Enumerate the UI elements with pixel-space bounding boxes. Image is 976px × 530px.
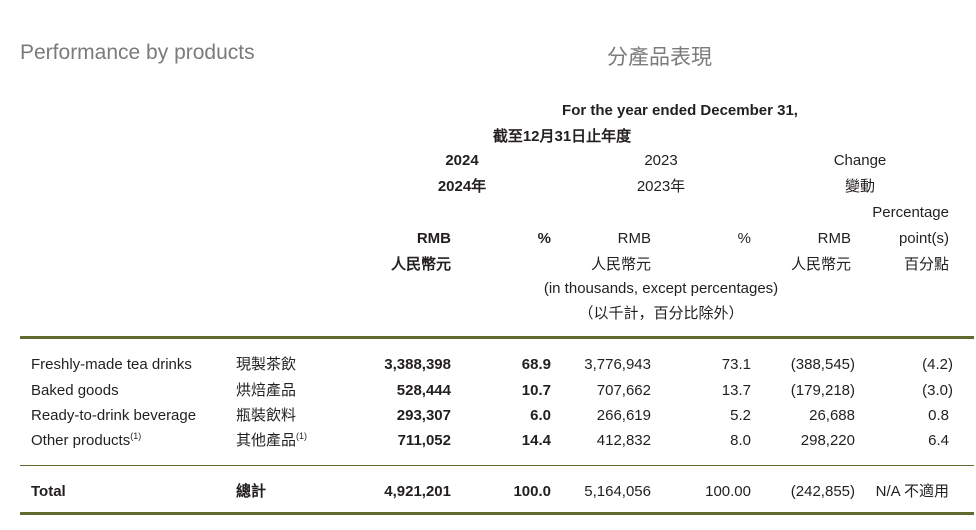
year-2024-header-zh: 2024年 — [437, 178, 487, 195]
page-title-zh: 分產品表現 — [607, 46, 712, 69]
rmb-2023-cell: 3,776,943 — [584, 356, 651, 373]
rmb-2023-header: RMB — [617, 230, 651, 247]
year-2023-header-zh: 2023年 — [636, 178, 686, 195]
pct-2023-cell: 5.2 — [730, 407, 751, 424]
total-pp: N/A 不適用 — [875, 483, 949, 500]
rmb-2024-header: RMB — [416, 230, 451, 247]
change-cell: (388,545) — [790, 356, 855, 373]
change-header: Change — [833, 152, 887, 169]
table-row: Other products(1) 其他產品(1) 711,052 14.4 4… — [0, 428, 976, 453]
footnote-marker: (1) — [296, 431, 308, 441]
change-cell: 26,688 — [809, 407, 855, 424]
table-row: Baked goods 烘焙產品 528,444 10.7 707,662 13… — [0, 378, 976, 403]
total-row: Total 總計 4,921,201 100.0 5,164,056 100.0… — [0, 479, 976, 504]
unit-note-en: (in thousands, except percentages) — [543, 280, 779, 297]
rmb-2024-header-zh: 人民幣元 — [390, 256, 451, 273]
rmb-2024-cell: 711,052 — [397, 432, 451, 449]
pp-cell: 6.4 — [928, 432, 949, 449]
pct-2023-cell: 8.0 — [730, 432, 751, 449]
pct-2023-header: % — [737, 230, 751, 247]
change-header-zh: 變動 — [844, 178, 875, 195]
pp-cell: (4.2) — [922, 356, 953, 373]
footnote-marker: (1) — [130, 431, 142, 441]
period-header-zh: 截至12月31日止年度 — [492, 128, 632, 145]
rmb-change-header: RMB — [817, 230, 851, 247]
product-name-en: Other products(1) — [31, 431, 142, 450]
product-name-en: Baked goods — [31, 382, 119, 399]
pp-cell: 0.8 — [928, 407, 949, 424]
total-separator-rule — [20, 465, 974, 466]
total-label-en: Total — [31, 483, 66, 500]
total-pct-2023: 100.00 — [705, 483, 751, 500]
product-name-en: Ready-to-drink beverage — [31, 407, 197, 424]
change-cell: (179,218) — [790, 382, 855, 399]
change-cell: 298,220 — [800, 432, 855, 449]
product-name-zh: 瓶裝飲料 — [236, 407, 297, 424]
pct-2024-cell: 68.9 — [521, 356, 551, 373]
year-2024-header: 2024 — [445, 152, 479, 169]
page-title-en: Performance by products — [20, 41, 255, 64]
period-header-en: For the year ended December 31, — [562, 102, 798, 119]
rmb-change-header-zh: 人民幣元 — [790, 256, 851, 273]
table-top-rule — [20, 336, 974, 339]
rmb-2023-cell: 707,662 — [596, 382, 651, 399]
total-label-zh: 總計 — [236, 483, 267, 500]
pct-2023-cell: 73.1 — [721, 356, 751, 373]
product-name-zh: 其他產品(1) — [236, 431, 308, 450]
total-rmb-2023: 5,164,056 — [584, 483, 651, 500]
rmb-2024-cell: 3,388,398 — [384, 356, 451, 373]
table-row: Freshly-made tea drinks 現製茶飲 3,388,398 6… — [0, 352, 976, 377]
total-rmb-2024: 4,921,201 — [384, 483, 451, 500]
rmb-2024-cell: 293,307 — [396, 407, 451, 424]
total-change: (242,855) — [790, 483, 855, 500]
rmb-2023-header-zh: 人民幣元 — [590, 256, 651, 273]
pct-2024-header: % — [537, 230, 551, 247]
table-row: Ready-to-drink beverage 瓶裝飲料 293,307 6.0… — [0, 403, 976, 428]
product-name-zh: 烘焙產品 — [236, 382, 297, 399]
product-name-en: Freshly-made tea drinks — [31, 356, 192, 373]
pp-header-line2: point(s) — [898, 230, 949, 247]
pp-cell: (3.0) — [922, 382, 953, 399]
pct-2024-cell: 6.0 — [530, 407, 551, 424]
unit-note-zh: （以千計，百分比除外） — [578, 305, 744, 322]
pct-2023-cell: 13.7 — [721, 382, 751, 399]
total-pct-2024: 100.0 — [513, 483, 551, 500]
year-2023-header: 2023 — [644, 152, 678, 169]
pp-header-zh: 百分點 — [903, 256, 949, 273]
pp-header-line1: Percentage — [872, 204, 949, 221]
product-name-zh: 現製茶飲 — [236, 356, 297, 373]
rmb-2023-cell: 266,619 — [596, 407, 651, 424]
rmb-2023-cell: 412,832 — [596, 432, 651, 449]
table-bottom-rule — [20, 512, 974, 515]
pct-2024-cell: 10.7 — [521, 382, 551, 399]
rmb-2024-cell: 528,444 — [396, 382, 451, 399]
pct-2024-cell: 14.4 — [521, 432, 551, 449]
